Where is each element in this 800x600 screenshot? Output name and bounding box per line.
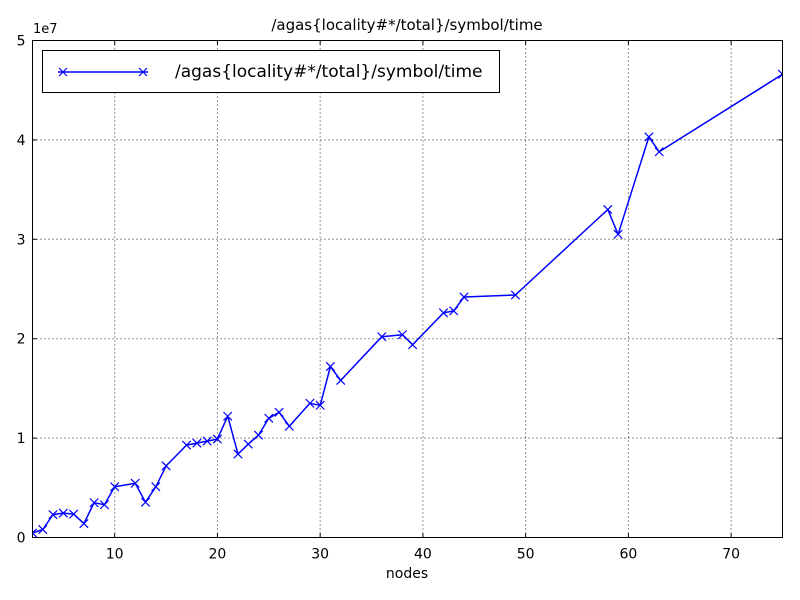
data-series (32, 69, 783, 538)
tick-labels: 10 20 30 40 50 60 70 0 1 2 3 4 5 (17, 34, 740, 563)
y-tick-label: 3 (17, 232, 26, 248)
axis-ticks (32, 40, 783, 538)
x-tick-label: 70 (722, 547, 740, 563)
x-tick-label: 50 (517, 547, 535, 563)
x-tick-label: 60 (619, 547, 637, 563)
x-tick-label: 40 (414, 547, 432, 563)
x-axis-label: nodes (385, 566, 429, 582)
chart-title: /agas{locality#*/total}/symbol/time (271, 16, 543, 34)
data-markers (32, 69, 783, 538)
legend-label: /agas{locality#*/total}/symbol/time (175, 61, 483, 82)
y-tick-label: 0 (17, 531, 26, 547)
x-tick-label: 10 (106, 547, 124, 563)
y-tick-label: 4 (17, 133, 26, 149)
legend-line-sample (58, 67, 148, 76)
gridlines (32, 40, 783, 538)
x-tick-label: 20 (209, 547, 227, 563)
y-tick-label: 1 (17, 431, 26, 447)
y-tick-label: 5 (17, 34, 26, 50)
legend-marker-icon (58, 67, 148, 76)
y-tick-label: 2 (17, 332, 26, 348)
x-tick-label: 30 (311, 547, 329, 563)
legend-box: /agas{locality#*/total}/symbol/time (42, 50, 500, 93)
y-axis-offset-label: 1e7 (33, 22, 58, 37)
data-line (32, 73, 783, 534)
plot-frame (32, 40, 783, 538)
